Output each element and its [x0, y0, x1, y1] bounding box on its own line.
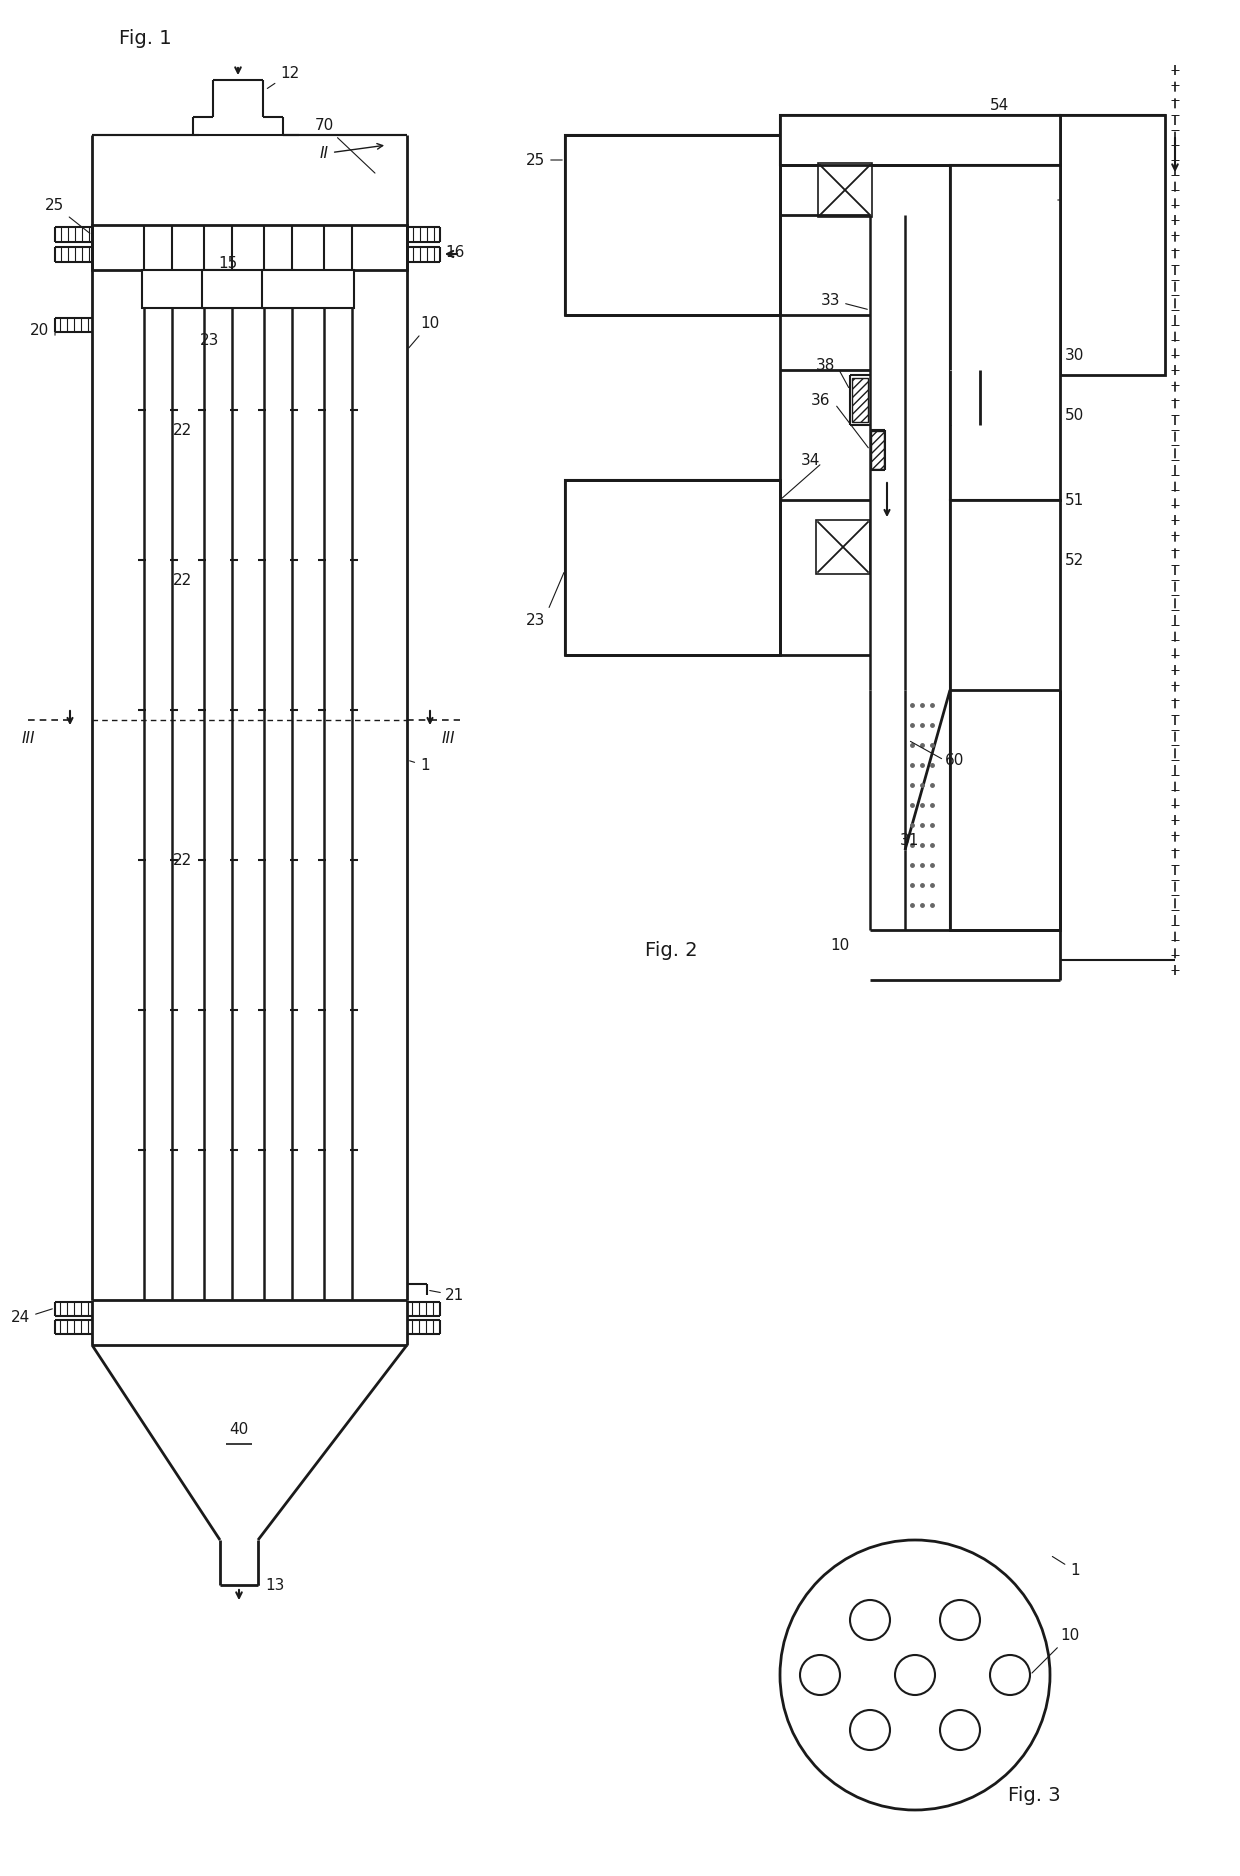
Bar [950, 501, 1060, 930]
Bar [950, 370, 980, 426]
Text: 1: 1 [409, 758, 429, 773]
Circle shape [990, 1655, 1030, 1696]
Bar [950, 165, 1060, 501]
Text: 12: 12 [268, 66, 299, 88]
Text: 22: 22 [174, 852, 192, 867]
Text: 50: 50 [1065, 407, 1084, 422]
Circle shape [800, 1655, 839, 1696]
Text: Fig. 2: Fig. 2 [645, 940, 698, 959]
Text: 33: 33 [821, 293, 839, 308]
Bar [780, 114, 1060, 165]
Text: 54: 54 [990, 98, 1009, 113]
Text: 36: 36 [811, 392, 830, 407]
Text: 22: 22 [174, 422, 192, 437]
Bar [92, 225, 407, 270]
Bar [816, 520, 870, 574]
Text: 25: 25 [526, 152, 546, 167]
Circle shape [895, 1655, 935, 1696]
Bar [1060, 114, 1166, 375]
Circle shape [940, 1600, 980, 1640]
Text: 16: 16 [445, 244, 464, 259]
Text: 23: 23 [200, 332, 219, 347]
Text: 25: 25 [45, 199, 89, 233]
Text: 23: 23 [526, 612, 546, 627]
Text: 22: 22 [174, 572, 192, 587]
Text: 21: 21 [445, 1287, 464, 1302]
Circle shape [940, 1711, 980, 1750]
Bar [565, 480, 780, 655]
Bar [970, 141, 1040, 210]
Text: 13: 13 [258, 1578, 284, 1593]
Text: 34: 34 [801, 452, 820, 467]
Bar [143, 270, 234, 308]
Text: 51: 51 [1065, 493, 1084, 508]
Bar [870, 431, 884, 469]
Text: 38: 38 [816, 358, 835, 373]
Bar [950, 165, 1060, 501]
Text: 70: 70 [315, 118, 374, 173]
Text: 60: 60 [945, 752, 965, 767]
Bar [818, 163, 872, 218]
Text: 10: 10 [831, 938, 849, 953]
Text: 31: 31 [900, 833, 919, 848]
Bar [565, 135, 780, 315]
Text: Fig. 1: Fig. 1 [119, 28, 171, 47]
Bar [970, 141, 1040, 210]
Text: 30: 30 [1065, 347, 1084, 362]
Text: III: III [441, 730, 455, 745]
Bar [565, 135, 780, 315]
Bar [202, 270, 294, 308]
Text: 20: 20 [30, 323, 50, 338]
Bar [852, 377, 868, 422]
Circle shape [780, 1540, 1050, 1810]
Text: 24: 24 [11, 1311, 30, 1326]
Text: 15: 15 [218, 255, 238, 270]
Bar [262, 270, 353, 308]
Text: 10: 10 [409, 315, 439, 347]
Text: III: III [21, 730, 35, 745]
Circle shape [849, 1600, 890, 1640]
Text: 52: 52 [1065, 553, 1084, 568]
Bar [950, 501, 1060, 930]
Circle shape [849, 1711, 890, 1750]
Bar [1060, 114, 1166, 375]
Text: 1: 1 [1053, 1557, 1080, 1578]
Text: 10: 10 [1032, 1628, 1079, 1673]
Bar [780, 114, 1060, 165]
Text: Fig. 3: Fig. 3 [1008, 1786, 1060, 1805]
Bar [565, 480, 780, 655]
Text: II: II [320, 144, 383, 161]
Text: 40: 40 [229, 1422, 249, 1437]
